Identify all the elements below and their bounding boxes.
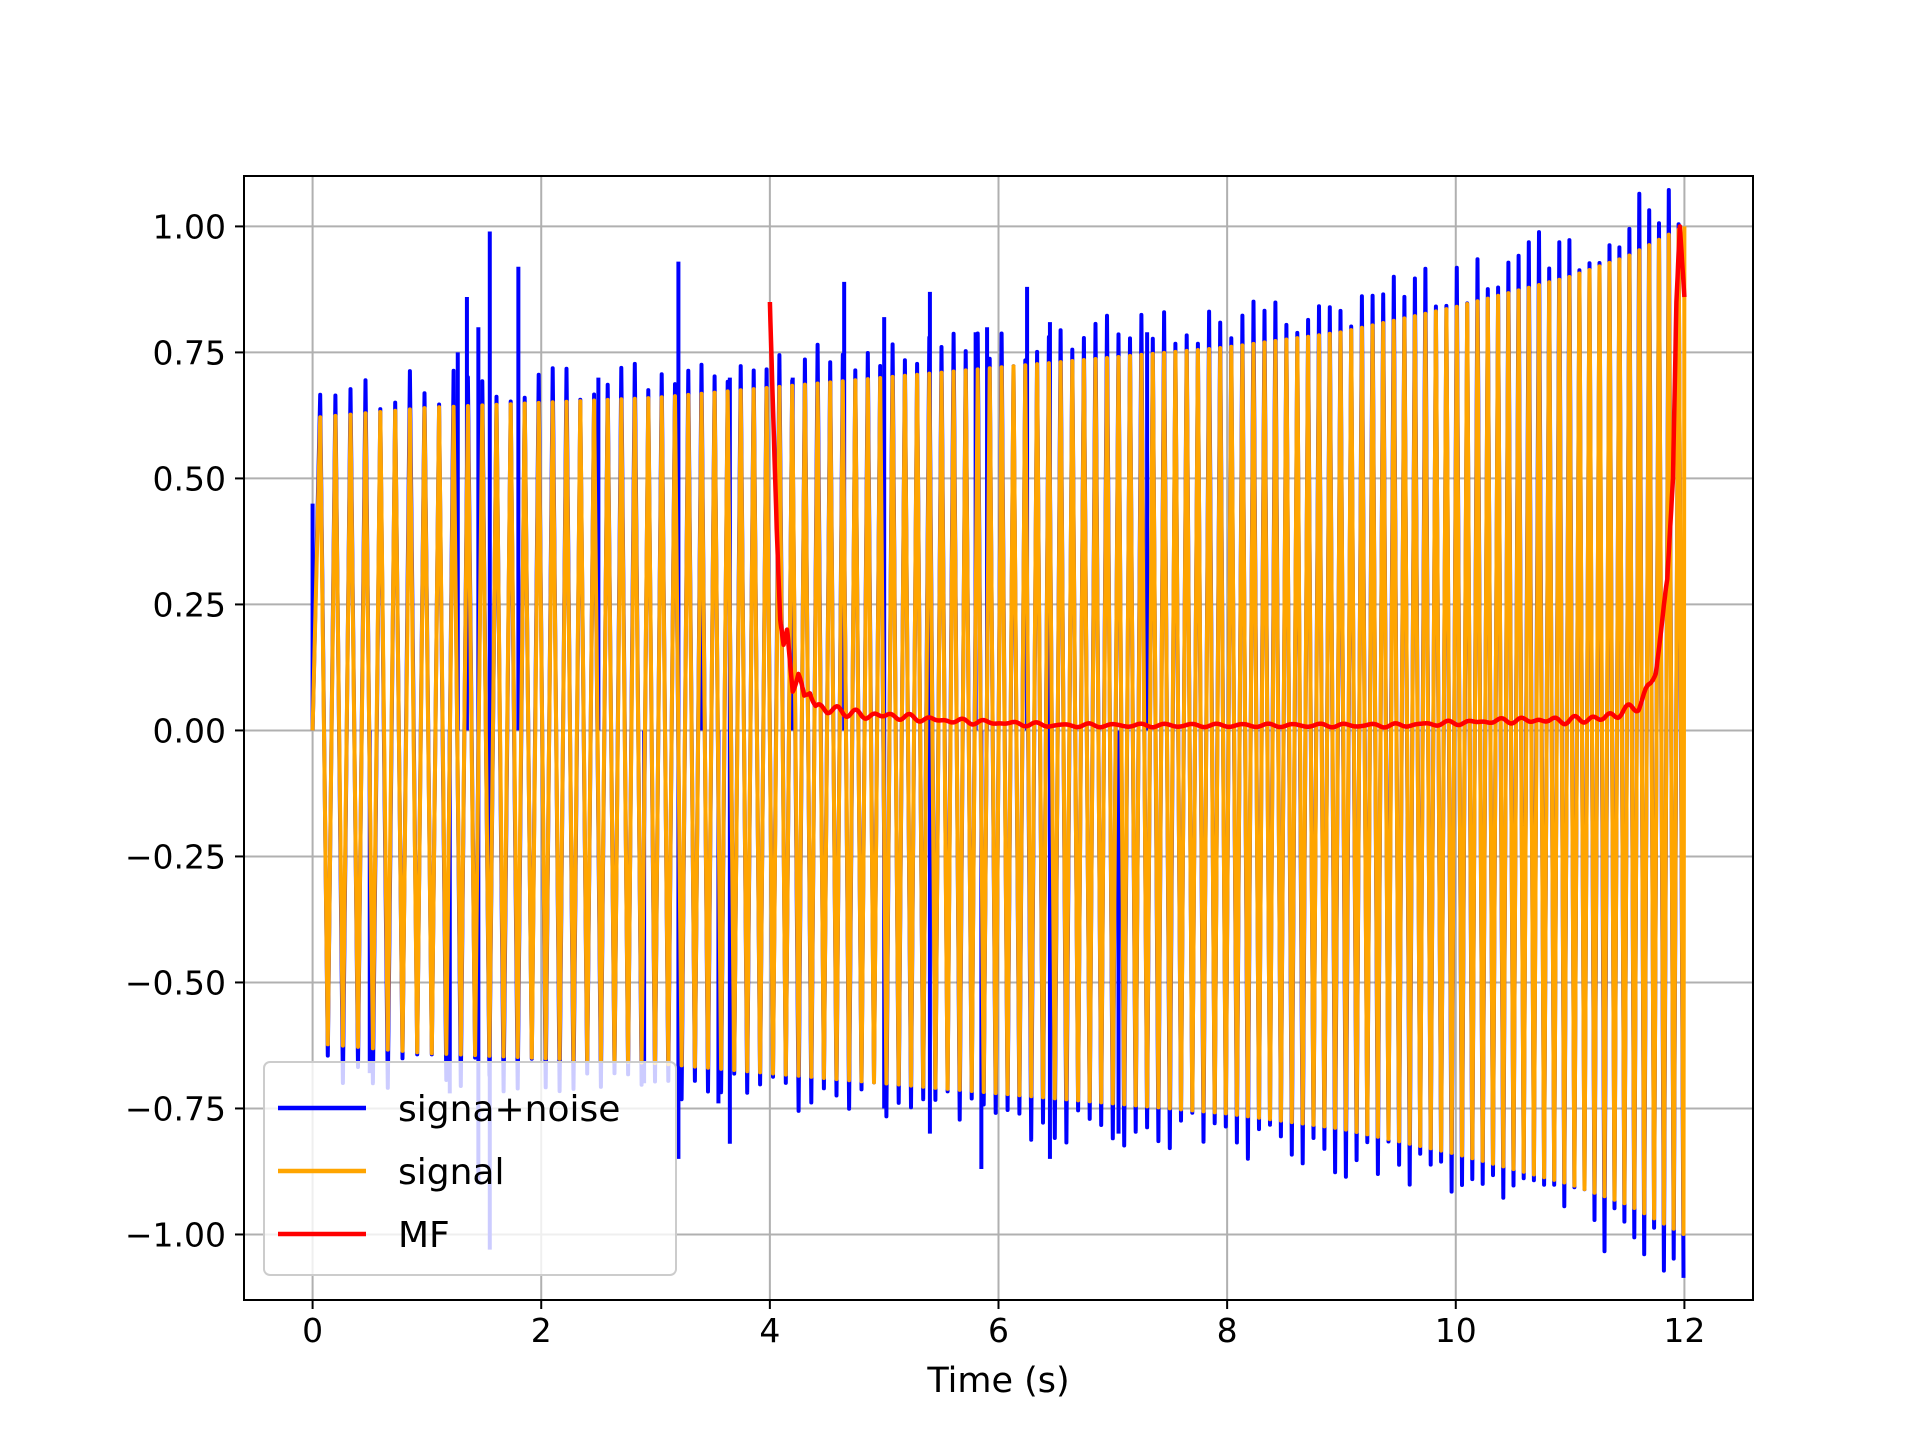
x-tick-label: 0 (302, 1311, 323, 1350)
x-tick-label: 8 (1217, 1311, 1238, 1350)
y-tick-label: −0.50 (125, 963, 226, 1002)
legend-label: MF (398, 1215, 450, 1256)
series-signal (310, 226, 1687, 1236)
y-tick-label: 0.50 (153, 459, 226, 498)
x-tick-label: 2 (531, 1311, 552, 1350)
y-tick-label: 0.00 (153, 711, 226, 750)
series-mf (767, 224, 1687, 730)
x-tick-label: 12 (1663, 1311, 1705, 1350)
y-tick-label: −1.00 (125, 1215, 226, 1254)
x-tick-label: 10 (1435, 1311, 1477, 1350)
y-tick-label: −0.25 (125, 837, 226, 876)
legend[interactable]: signa+noise signal MF (263, 1061, 677, 1276)
y-tick-label: 1.00 (153, 207, 226, 246)
signal-line (310, 226, 1687, 1236)
x-axis-label: Time (s) (926, 1361, 1069, 1401)
axis-ticks: 0 2 4 6 8 10 12 1.00 0.75 0.50 0.25 0.00 −0.25 −0.50 −… (125, 207, 1706, 1350)
y-tick-label: 0.25 (153, 585, 226, 624)
mf-line (767, 224, 1687, 730)
legend-box (263, 1061, 677, 1276)
y-tick-label: −0.75 (125, 1089, 226, 1128)
legend-label: signal (398, 1152, 505, 1193)
y-tick-label: 0.75 (153, 333, 226, 372)
plot-area (310, 188, 1687, 1278)
x-tick-label: 6 (988, 1311, 1009, 1350)
x-tick-label: 4 (759, 1311, 780, 1350)
legend-label: signa+noise (398, 1089, 620, 1130)
